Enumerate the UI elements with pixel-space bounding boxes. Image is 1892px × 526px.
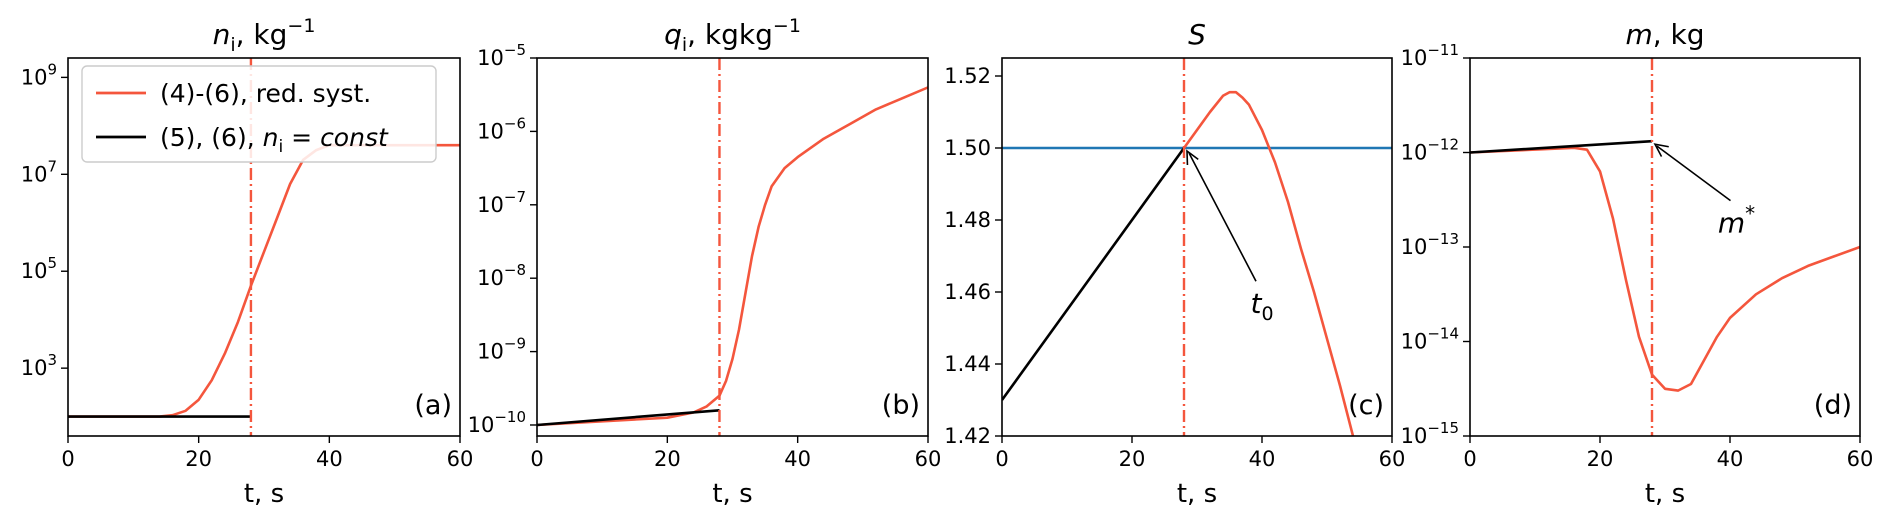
ytick-label-c-1: 1.44 (944, 352, 991, 376)
ytick-label-d-2: 10−13 (1401, 230, 1459, 259)
xtick-label-c-3: 60 (1379, 447, 1406, 471)
ytick-label-c-3: 1.48 (944, 208, 991, 232)
series-reduced-d (1470, 146, 1860, 392)
x-axis-label-a: t, s (244, 479, 284, 509)
xtick-label-c-2: 40 (1249, 447, 1276, 471)
legend: (4)-(6), red. syst. (5), (6), ni = const (81, 65, 437, 163)
xtick-label-a-3: 60 (447, 447, 474, 471)
xtick-label-b-2: 40 (784, 447, 811, 471)
ytick-label-c-0: 1.42 (944, 424, 991, 448)
ytick-label-b-4: 10−6 (477, 114, 526, 143)
xtick-label-c-0: 0 (995, 447, 1008, 471)
plot-area-c (1002, 58, 1392, 436)
panel-d: 0 20 40 60 t, s 10−15 10−14 10−13 10−12 10−11 m, k… (1401, 18, 1874, 509)
plot-area-b (537, 58, 928, 436)
ytick-label-b-0: 10−10 (468, 408, 526, 437)
panel-label-b: (b) (882, 390, 920, 421)
ytick-label-c-2: 1.46 (944, 280, 991, 304)
series-reduced-c (1182, 90, 1355, 436)
ytick-label-c-5: 1.52 (944, 64, 991, 88)
panel-c: 0 20 40 60 t, s 1.42 1.44 1.46 1.48 1.50 1.52 S (c) t… (944, 18, 1405, 509)
xtick-label-a-1: 20 (185, 447, 212, 471)
ytick-label-d-4: 10−11 (1401, 41, 1459, 70)
xtick-label-c-1: 20 (1119, 447, 1146, 471)
series-const-b (537, 409, 720, 427)
panel-label-c: (c) (1348, 390, 1384, 421)
ytick-label-a-2: 107 (21, 157, 57, 186)
xtick-label-a-0: 0 (61, 447, 74, 471)
x-axis-label-b: t, s (712, 479, 752, 509)
series-reduced-a (68, 143, 460, 418)
ytick-label-a-0: 103 (21, 351, 57, 380)
panel-label-d: (d) (1814, 390, 1852, 421)
ytick-label-d-0: 10−15 (1401, 419, 1459, 448)
xtick-label-b-1: 20 (654, 447, 681, 471)
axes-frame-a (67, 57, 461, 437)
annotation-arrow-c (1188, 152, 1257, 282)
axes-frame-c (1001, 57, 1393, 437)
legend-label-const: (5), (6), ni = const (160, 123, 389, 157)
ytick-label-d-1: 10−14 (1401, 325, 1459, 354)
x-axis-label-c: t, s (1177, 479, 1217, 509)
ytick-label-b-5: 10−5 (477, 41, 526, 70)
annotation-arrowhead-c (1186, 149, 1199, 166)
ytick-label-a-3: 109 (21, 60, 57, 89)
legend-box (81, 65, 437, 163)
x-axis-label-d: t, s (1645, 479, 1685, 509)
panel-label-a: (a) (414, 390, 452, 421)
panel-title-b: qi, kgkg−1 (664, 15, 801, 56)
xtick-label-b-0: 0 (530, 447, 543, 471)
panel-b: 0 20 40 60 t, s 10−10 10−9 10−8 10−7 10−6 10−5 qi, … (468, 15, 942, 509)
panel-title-d: m, kg (1625, 18, 1704, 51)
ytick-label-b-2: 10−8 (477, 261, 526, 290)
panel-title-a: ni, kg−1 (213, 15, 316, 56)
axes-frame-d (1469, 57, 1861, 437)
plot-area-d (1470, 58, 1860, 436)
annotation-arrowhead-d (1653, 143, 1669, 157)
ytick-label-b-3: 10−7 (477, 188, 526, 217)
axes-frame-b (536, 57, 929, 437)
panel-a: 0 20 40 60 t, s 103 105 107 109 ni, kg−1 (a) (21, 15, 474, 509)
series-reduced-b (537, 86, 928, 427)
panel-title-c: S (1188, 18, 1206, 51)
annotation-arrow-d (1656, 145, 1731, 202)
xtick-label-d-0: 0 (1463, 447, 1476, 471)
ytick-label-c-4: 1.50 (944, 136, 991, 160)
xtick-label-b-3: 60 (915, 447, 942, 471)
xtick-label-d-1: 20 (1587, 447, 1614, 471)
annotation-label-d: m* (1718, 202, 1755, 240)
xtick-label-a-2: 40 (316, 447, 343, 471)
ytick-label-b-1: 10−9 (477, 335, 526, 364)
legend-label-reduced: (4)-(6), red. syst. (160, 79, 371, 108)
annotation-label-c: t0 (1250, 287, 1273, 325)
series-const-d (1470, 139, 1653, 154)
series-const-c (1002, 147, 1186, 401)
ytick-label-d-3: 10−12 (1401, 136, 1459, 165)
ytick-label-a-1: 105 (21, 254, 57, 283)
xtick-label-d-2: 40 (1717, 447, 1744, 471)
xtick-label-d-3: 60 (1847, 447, 1874, 471)
